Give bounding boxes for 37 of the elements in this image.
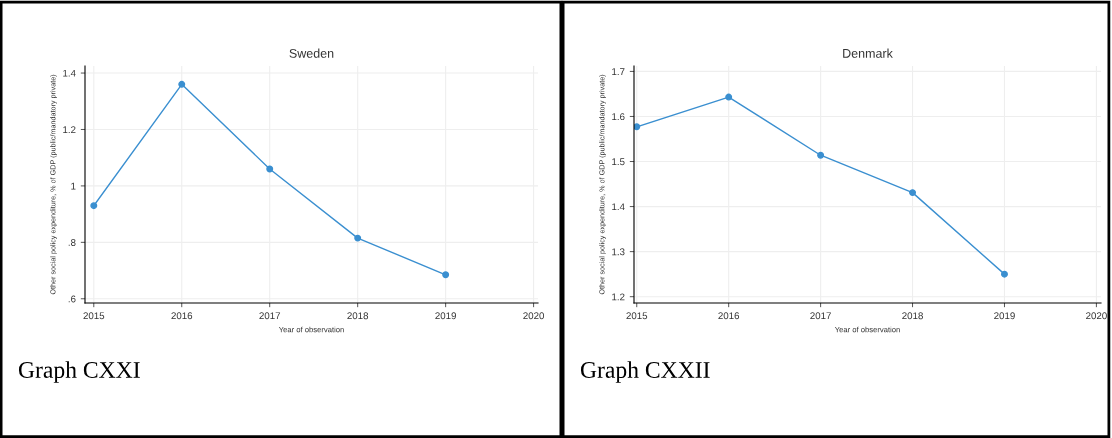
point: [817, 151, 825, 159]
x-tick-label: 2018: [347, 312, 369, 320]
y-tick-label: 1.7: [612, 68, 625, 75]
point: [266, 165, 274, 173]
x-tick-label: 2019: [435, 312, 456, 320]
y-tick-label: 1: [71, 182, 76, 190]
point: [354, 234, 362, 242]
point: [909, 189, 917, 197]
chart-title: Denmark: [843, 48, 893, 58]
x-tick-label: 2017: [259, 312, 281, 320]
x-tick-label: 2018: [902, 312, 923, 320]
x-tick-label: 2015: [83, 312, 105, 320]
text: Graph CXXII: [580, 361, 710, 383]
x-tick-label: 2016: [718, 312, 740, 320]
y-tick-label: 1.4: [63, 69, 76, 77]
y-tick-label: 1.3: [612, 248, 625, 256]
point: [1001, 270, 1008, 278]
y-tick-label: .8: [68, 239, 76, 246]
point: [725, 93, 733, 101]
x-tick-label: 2016: [171, 312, 193, 320]
y-tick-label: 1.4: [612, 203, 625, 211]
point: [90, 202, 98, 210]
x-tick-label: 2017: [810, 312, 831, 320]
y-tick-label: 1.6: [612, 113, 625, 121]
x-tick-label: 2015: [626, 312, 648, 320]
text: Graph CXXI: [18, 361, 140, 383]
point: [634, 123, 641, 131]
y-tick-label: 1.2: [612, 293, 625, 301]
y-tick-label: 1.2: [63, 126, 76, 133]
x-tick-label: 2020: [1086, 312, 1107, 320]
x-tick-label: 2019: [994, 312, 1015, 320]
y-tick-label: .6: [68, 295, 76, 303]
chart-title: Sweden: [289, 48, 334, 58]
point: [442, 271, 450, 279]
point: [178, 80, 186, 88]
x-tick-label: 2020: [523, 312, 545, 320]
y-tick-label: 1.5: [612, 158, 625, 166]
